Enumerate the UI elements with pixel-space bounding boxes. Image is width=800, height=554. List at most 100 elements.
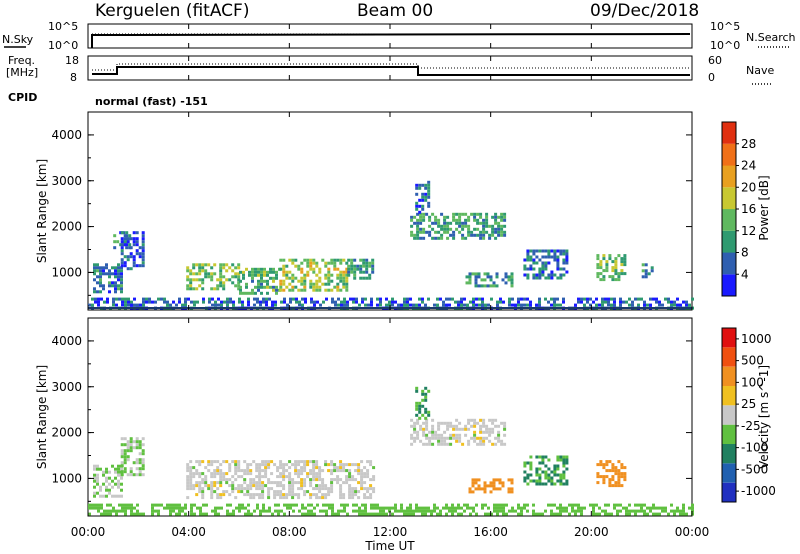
echo-cell-5 [318, 285, 322, 289]
echo-cell-2 [210, 463, 214, 467]
echo-cell-8 [394, 509, 397, 513]
echo-cell-0 [102, 287, 105, 291]
echo-cell-2 [303, 490, 307, 494]
echo-cell-3 [219, 281, 223, 285]
echo-cell-5 [306, 261, 310, 265]
echo-cell-7 [608, 460, 612, 464]
echo-cell-4 [266, 291, 269, 295]
echo-cell-2 [258, 493, 262, 497]
echo-cell-3 [222, 284, 226, 288]
echo-cell-2 [255, 484, 259, 488]
echo-cell-2 [357, 463, 361, 467]
echo-cell-8 [427, 506, 430, 510]
echo-cell-2 [369, 460, 373, 464]
echo-cell-3 [473, 418, 477, 422]
echo-cell-0 [105, 488, 108, 492]
echo-cell-0 [99, 494, 102, 498]
echo-cell-2 [219, 472, 223, 476]
echo-cell-8 [676, 506, 679, 510]
echo-cell-6 [559, 476, 563, 480]
echo-cell-5 [510, 478, 514, 482]
echo-cell-2 [330, 490, 334, 494]
y-tick-label: 2000 [51, 220, 82, 234]
echo-cell-8 [424, 183, 428, 187]
echo-cell-5 [309, 282, 313, 286]
echo-cell-13 [112, 300, 115, 304]
echo-cell-8 [682, 512, 685, 516]
echo-cell-7 [614, 484, 618, 488]
echo-cell-2 [372, 490, 376, 494]
echo-cell-13 [628, 303, 631, 307]
echo-cell-7 [458, 221, 462, 225]
echo-cell-2 [264, 469, 268, 473]
echo-cell-3 [473, 424, 477, 428]
echo-cell-2 [294, 493, 298, 497]
echo-cell-8 [658, 506, 661, 510]
echo-cell-0 [111, 494, 114, 498]
echo-cell-5 [300, 276, 304, 280]
echo-cell-13 [478, 297, 481, 301]
echo-cell-8 [439, 509, 442, 513]
echo-cell-13 [508, 300, 511, 304]
echo-cell-3 [458, 421, 462, 425]
echo-cell-2 [258, 481, 262, 485]
echo-cell-10 [556, 261, 560, 265]
echo-cell-8 [112, 509, 115, 513]
echo-cell-13 [472, 300, 475, 304]
echo-cell-6 [526, 482, 530, 486]
echo-cell-5 [330, 279, 334, 283]
echo-cell-2 [210, 481, 214, 485]
echo-cell-8 [133, 512, 136, 516]
echo-cell-2 [189, 475, 193, 479]
echo-cell-5 [318, 279, 322, 283]
echo-cell-11 [617, 254, 621, 258]
echo-cell-3 [422, 433, 426, 437]
echo-cell-7 [497, 221, 501, 225]
echo-cell-8 [343, 506, 346, 510]
echo-cell-0 [117, 275, 120, 279]
echo-cell-4 [257, 270, 260, 274]
echo-cell-8 [475, 503, 478, 507]
echo-cell-13 [409, 297, 412, 301]
echo-cell-8 [154, 509, 157, 513]
echo-cell-6 [535, 479, 539, 483]
echo-cell-2 [192, 475, 196, 479]
echo-cell-0 [99, 278, 102, 282]
echo-cell-8 [328, 503, 331, 507]
echo-cell-8 [100, 512, 103, 516]
echo-cell-3 [491, 430, 495, 434]
echo-cell-13 [379, 300, 382, 304]
echo-cell-8 [445, 512, 448, 516]
echo-cell-2 [237, 475, 241, 479]
echo-cell-0 [105, 470, 108, 474]
echo-cell-0 [102, 269, 105, 273]
echo-cell-4 [269, 276, 272, 280]
echo-cell-3 [222, 287, 226, 291]
echo-cell-8 [337, 509, 340, 513]
echo-cell-2 [195, 469, 199, 473]
echo-cell-5 [294, 264, 298, 268]
echo-cell-7 [455, 221, 459, 225]
echo-cell-13 [439, 297, 442, 301]
echo-cell-8 [463, 509, 466, 513]
echo-cell-2 [219, 478, 223, 482]
echo-cell-13 [127, 303, 130, 307]
echo-cell-7 [596, 481, 600, 485]
colorbar-swatch [722, 444, 736, 464]
echo-cell-13 [217, 303, 220, 307]
echo-cell-3 [198, 284, 202, 288]
echo-cell-2 [264, 475, 268, 479]
echo-cell-13 [397, 303, 400, 307]
echo-cell-3 [485, 424, 489, 428]
echo-cell-3 [455, 433, 459, 437]
echo-cell-6 [359, 270, 363, 274]
echo-cell-7 [416, 218, 420, 222]
echo-cell-5 [324, 273, 328, 277]
echo-cell-9 [477, 284, 481, 288]
echo-cell-7 [446, 224, 450, 228]
echo-cell-2 [132, 240, 136, 244]
echo-cell-13 [529, 300, 532, 304]
echo-cell-2 [210, 496, 214, 500]
echo-cell-4 [239, 285, 242, 289]
echo-cell-7 [428, 218, 432, 222]
